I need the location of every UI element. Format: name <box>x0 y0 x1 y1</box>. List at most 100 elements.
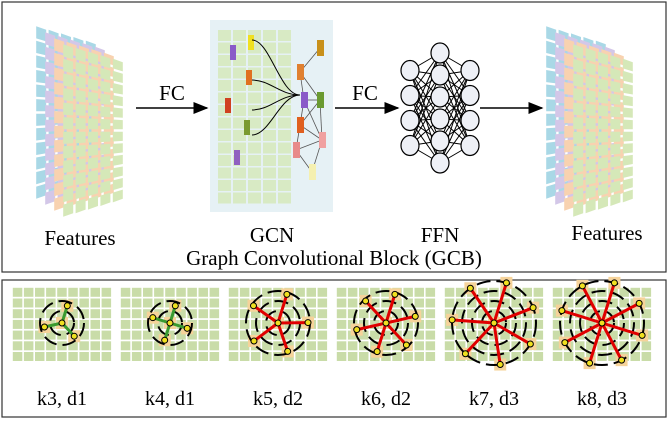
grid-cell <box>263 180 276 191</box>
feature-cell <box>610 132 620 142</box>
grid-cell <box>233 80 246 91</box>
figure: FC FC Features GCN FFN Features Graph Co… <box>0 0 668 419</box>
feature-cell <box>45 120 55 132</box>
neuron <box>401 86 419 106</box>
grid-cell <box>79 341 89 350</box>
feature-cell <box>598 92 608 104</box>
feature-cell <box>63 117 73 129</box>
neighbor <box>172 303 178 309</box>
neighbor <box>374 349 380 355</box>
feature-cell <box>546 41 556 56</box>
feature-cell <box>598 118 608 129</box>
grid-cell <box>13 331 22 340</box>
feature-cell <box>113 83 123 95</box>
grid-cell <box>553 288 563 297</box>
grid-cell <box>318 320 328 329</box>
grid-cell <box>91 309 101 318</box>
grid-cell <box>13 288 22 297</box>
feature-cell <box>63 146 73 159</box>
feature-cell <box>546 26 556 41</box>
node <box>293 142 300 158</box>
grid-cell <box>176 288 186 297</box>
grid-cell <box>295 352 305 361</box>
neighbor <box>462 351 468 357</box>
grid-cell <box>24 352 34 361</box>
neighbor <box>412 313 418 319</box>
feature-cell <box>573 88 583 101</box>
feature-cell <box>45 148 55 161</box>
feature-cell <box>623 155 633 166</box>
feature-cell <box>36 156 46 170</box>
grid-cell <box>229 352 239 361</box>
feature-cell <box>623 59 633 72</box>
grid-cell <box>273 352 283 361</box>
page: {"top": {"fc_left": "FC", "fc_right": "F… <box>0 0 668 419</box>
node <box>301 92 308 108</box>
feature-cell <box>54 82 64 95</box>
feature-cell <box>555 61 565 75</box>
grid-cell <box>251 288 261 297</box>
grid-cell <box>187 341 197 350</box>
feature-cell <box>88 157 98 169</box>
feature-cell <box>555 190 565 205</box>
feature-cell <box>546 99 556 111</box>
grid-cell <box>240 352 250 361</box>
grid-cell <box>102 320 112 329</box>
node <box>244 120 250 135</box>
neighbor <box>562 340 568 346</box>
grid-cell <box>619 299 629 308</box>
feature-cell <box>113 95 123 106</box>
grid-cell <box>445 352 455 361</box>
grid-cell <box>143 288 153 297</box>
grid-cell <box>445 341 455 350</box>
feature-cell <box>113 132 123 142</box>
feature-cell <box>598 196 608 210</box>
grid-cell <box>337 331 347 340</box>
neighbor <box>41 324 47 330</box>
grid-cell <box>199 352 209 361</box>
node <box>248 35 254 50</box>
feature-cell <box>546 70 556 83</box>
grid-cell <box>154 352 164 361</box>
grid-cell <box>210 299 220 308</box>
feature-cell <box>623 132 633 142</box>
node <box>317 92 324 108</box>
grid-cell <box>426 299 436 308</box>
kernel-caption: k8, d3 <box>577 388 627 410</box>
feature-cell <box>36 184 46 199</box>
features-label: Features <box>571 221 642 245</box>
neuron <box>401 111 419 131</box>
grid-cell <box>165 352 175 361</box>
feature-cell <box>546 114 556 126</box>
neighbor <box>285 348 291 354</box>
grid-cell <box>233 105 246 116</box>
center <box>275 320 281 326</box>
feature-cell <box>586 132 596 144</box>
feature-cell <box>113 178 123 190</box>
grid-cell <box>240 288 250 297</box>
feature-cell <box>45 61 55 75</box>
feature-cell <box>88 132 98 143</box>
kernel-caption: k3, d1 <box>37 388 87 410</box>
feature-cell <box>598 132 608 143</box>
feature-cell <box>76 118 86 130</box>
grid-cell <box>263 105 276 116</box>
feature-cell <box>88 144 98 156</box>
node <box>317 40 324 56</box>
feature-cell <box>623 166 633 178</box>
grid-cell <box>553 352 563 361</box>
grid-cell <box>263 80 276 91</box>
feature-cell <box>546 85 556 98</box>
feature-cell <box>45 76 55 89</box>
features-label: Features <box>44 226 115 250</box>
grid-cell <box>218 55 231 66</box>
grid-cell <box>218 168 231 179</box>
grid-cell <box>13 352 22 361</box>
grid-cell <box>132 352 142 361</box>
grid-cell <box>263 193 276 204</box>
grid-cell <box>13 320 22 329</box>
grid-cell <box>307 299 317 308</box>
node <box>297 64 304 80</box>
feature-cell <box>610 106 620 117</box>
feature-cell <box>45 190 55 205</box>
